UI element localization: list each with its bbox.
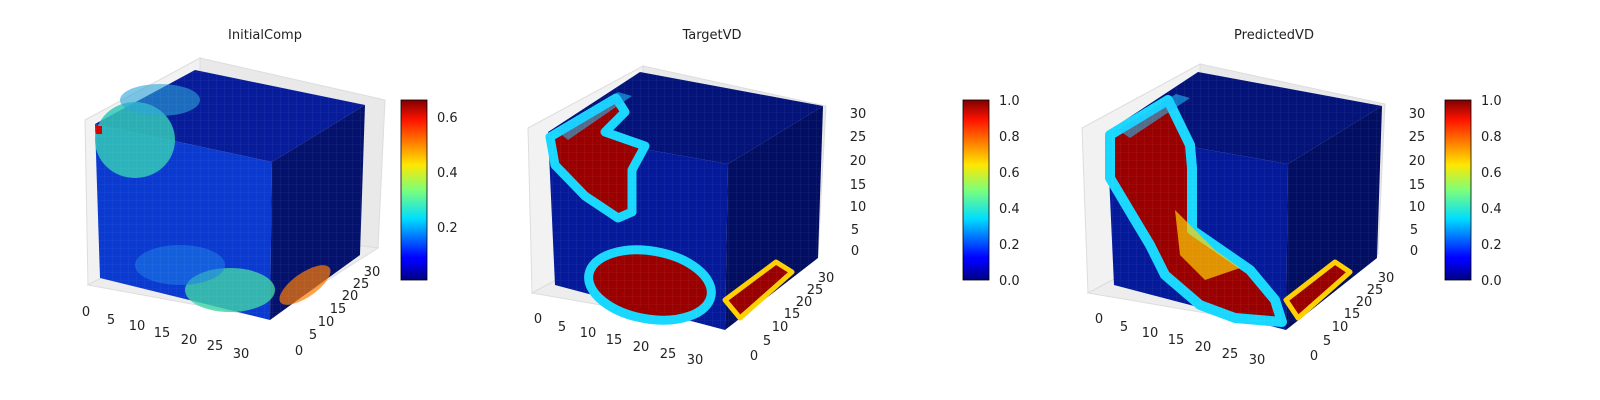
z-axis: 0 5 10 15 20 25 30 — [1409, 107, 1426, 259]
y-tick-label: 0 — [1310, 349, 1318, 364]
colorbar-tick-label: 0.2 — [437, 221, 458, 236]
x-tick-label: 5 — [107, 313, 115, 328]
chart-title: TargetVD — [681, 28, 741, 43]
x-tick-label: 5 — [1120, 320, 1128, 335]
z-tick-label: 10 — [1409, 200, 1426, 215]
colorbar: 0.0 0.2 0.4 0.6 0.8 1.0 — [1444, 94, 1502, 289]
colorbar-tick-label: 0.0 — [1481, 274, 1502, 289]
panel-initialcomp: InitialComp 0 5 10 15 — [82, 28, 458, 362]
y-tick-label: 5 — [1323, 334, 1331, 349]
colorbar-gradient — [962, 99, 990, 281]
z-tick-label: 30 — [1409, 107, 1426, 122]
x-tick-label: 25 — [1222, 347, 1239, 362]
panel-predictedvd: PredictedVD 0 5 10 15 20 25 30 — [1081, 28, 1502, 368]
x-tick-label: 10 — [129, 319, 146, 334]
z-tick-label: 0 — [1410, 244, 1418, 259]
y-tick-label: 20 — [1356, 295, 1373, 310]
y-tick-label: 5 — [309, 328, 317, 343]
y-tick-label: 30 — [818, 271, 835, 286]
colorbar-tick-label: 0.2 — [1481, 238, 1502, 253]
y-tick-label: 20 — [796, 295, 813, 310]
colorbar-tick-label: 0.6 — [999, 166, 1020, 181]
y-tick-label: 20 — [342, 289, 359, 304]
y-tick-label: 15 — [784, 307, 801, 322]
z-tick-label: 5 — [1410, 223, 1418, 238]
y-tick-label: 0 — [295, 344, 303, 359]
x-tick-label: 15 — [606, 333, 623, 348]
colorbar-tick-label: 0.2 — [999, 238, 1020, 253]
voxel-cube — [95, 70, 365, 320]
y-tick-label: 15 — [330, 302, 347, 317]
y-tick-label: 30 — [1378, 271, 1395, 286]
y-tick-label: 10 — [772, 320, 789, 335]
y-tick-label: 10 — [1332, 320, 1349, 335]
z-tick-label: 25 — [850, 130, 867, 145]
x-tick-label: 30 — [233, 347, 250, 362]
chart-title: InitialComp — [228, 28, 302, 43]
x-tick-label: 0 — [1095, 312, 1103, 327]
x-tick-label: 0 — [82, 305, 90, 320]
colorbar-tick-label: 0.4 — [1481, 202, 1502, 217]
colorbar-gradient — [400, 99, 428, 281]
x-tick-label: 20 — [181, 333, 198, 348]
z-tick-label: 20 — [850, 154, 867, 169]
colorbar: 0.0 0.2 0.4 0.6 0.8 1.0 — [962, 94, 1020, 289]
x-tick-label: 20 — [1195, 340, 1212, 355]
x-tick-label: 0 — [534, 312, 542, 327]
colorbar-tick-label: 0.6 — [437, 111, 458, 126]
panel-targetvd: TargetVD 0 5 10 15 20 — [527, 28, 1020, 368]
y-tick-label: 25 — [1367, 283, 1384, 298]
x-tick-label: 30 — [1249, 353, 1266, 368]
x-tick-label: 15 — [154, 326, 171, 341]
colorbar-gradient — [1444, 99, 1472, 281]
x-tick-label: 10 — [1142, 326, 1159, 341]
colorbar: 0.2 0.4 0.6 — [400, 99, 458, 281]
x-tick-label: 25 — [207, 339, 224, 354]
x-axis: 0 5 10 15 20 25 30 — [82, 305, 249, 362]
z-tick-label: 15 — [1409, 178, 1426, 193]
z-tick-label: 5 — [851, 223, 859, 238]
colorbar-tick-label: 0.6 — [1481, 166, 1502, 181]
z-tick-label: 0 — [851, 244, 859, 259]
x-axis: 0 5 10 15 20 25 30 — [534, 312, 703, 368]
voxel-cube — [1105, 72, 1382, 330]
x-axis: 0 5 10 15 20 25 30 — [1095, 312, 1265, 368]
colorbar-tick-label: 1.0 — [1481, 94, 1502, 109]
y-tick-label: 0 — [750, 349, 758, 364]
x-tick-label: 10 — [580, 326, 597, 341]
x-tick-label: 20 — [633, 340, 650, 355]
y-tick-label: 15 — [1344, 307, 1361, 322]
y-axis: 0 5 10 15 20 25 30 — [750, 271, 834, 364]
y-tick-label: 10 — [318, 315, 335, 330]
x-tick-label: 25 — [660, 347, 677, 362]
y-axis: 0 5 10 15 20 25 30 — [295, 265, 380, 359]
z-tick-label: 15 — [850, 178, 867, 193]
x-tick-label: 5 — [558, 320, 566, 335]
colorbar-tick-label: 0.8 — [1481, 130, 1502, 145]
y-axis: 0 5 10 15 20 25 30 — [1310, 271, 1394, 364]
voxel-cube — [545, 72, 823, 330]
y-tick-label: 5 — [763, 334, 771, 349]
x-tick-label: 15 — [1168, 333, 1185, 348]
y-tick-label: 30 — [364, 265, 381, 280]
z-tick-label: 30 — [850, 107, 867, 122]
colorbar-tick-label: 0.4 — [437, 166, 458, 181]
z-tick-label: 10 — [850, 200, 867, 215]
y-tick-label: 25 — [353, 277, 370, 292]
colorbar-tick-label: 1.0 — [999, 94, 1020, 109]
z-axis: 0 5 10 15 20 25 30 — [850, 107, 867, 259]
z-tick-label: 20 — [1409, 154, 1426, 169]
colorbar-tick-label: 0.4 — [999, 202, 1020, 217]
colorbar-tick-label: 0.0 — [999, 274, 1020, 289]
y-tick-label: 25 — [807, 283, 824, 298]
chart-title: PredictedVD — [1234, 28, 1314, 43]
z-tick-label: 25 — [1409, 130, 1426, 145]
x-tick-label: 30 — [687, 353, 704, 368]
colorbar-tick-label: 0.8 — [999, 130, 1020, 145]
